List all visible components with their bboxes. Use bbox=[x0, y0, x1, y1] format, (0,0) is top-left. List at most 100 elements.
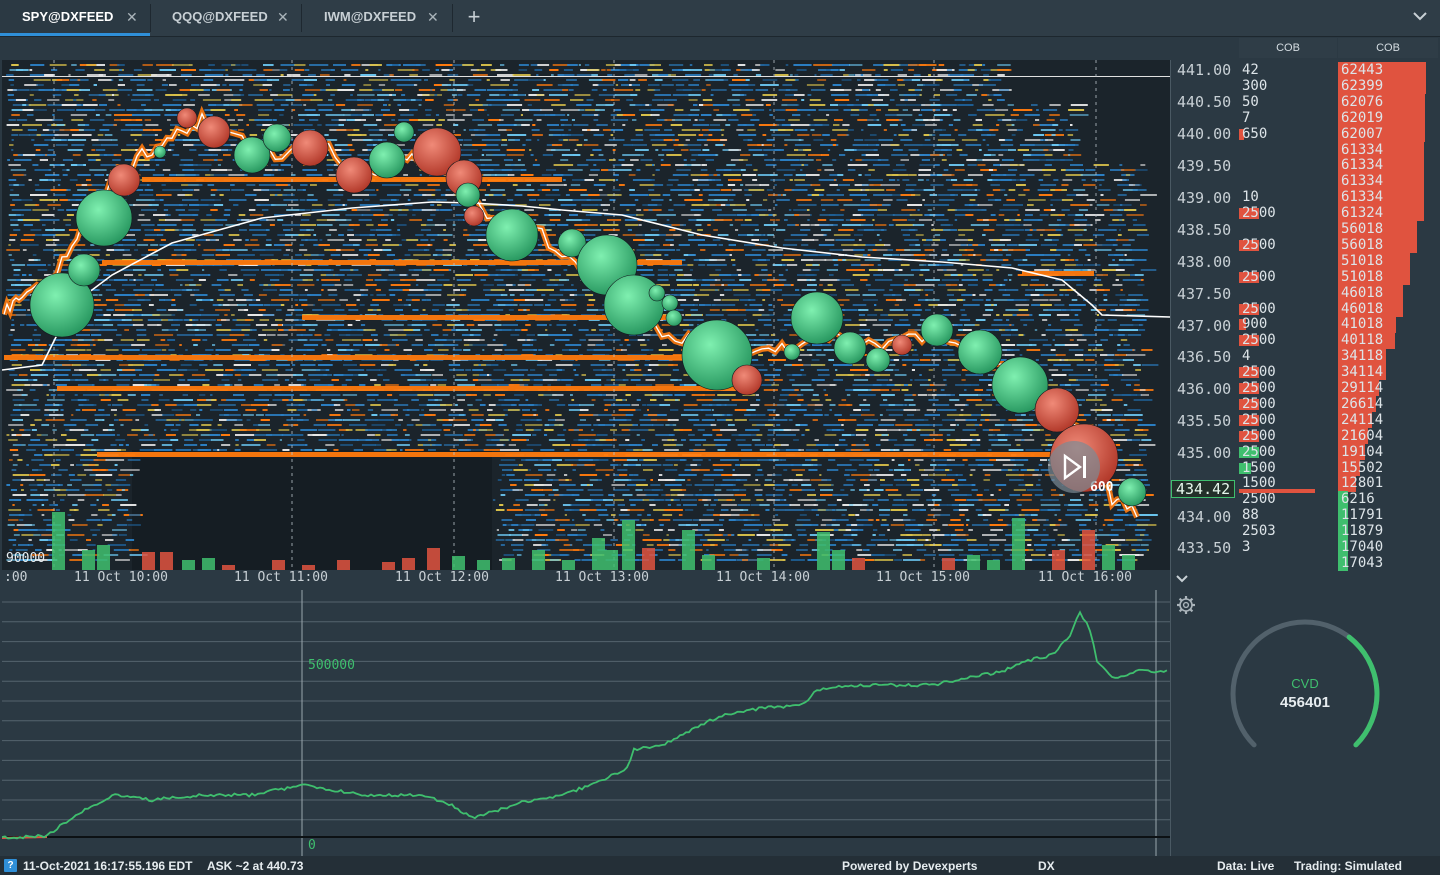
cob-size-bar bbox=[1239, 398, 1259, 410]
price-label: 440.50 bbox=[1177, 93, 1232, 111]
cvd-chart-pane[interactable]: 500000 0 bbox=[2, 590, 1170, 856]
buy-bubble bbox=[75, 189, 133, 247]
cob-size-cell: 50 bbox=[1242, 93, 1259, 110]
buy-volume-bar bbox=[532, 550, 545, 572]
time-label: 11 Oct 10:00 bbox=[74, 570, 168, 585]
buy-bubble bbox=[153, 145, 167, 159]
heatmap-chart[interactable]: 600 90000 bbox=[2, 60, 1170, 572]
price-label: 436.00 bbox=[1177, 380, 1232, 398]
buy-volume-bar bbox=[967, 555, 980, 572]
cob-current-level-bar bbox=[1239, 489, 1315, 493]
close-icon[interactable]: ✕ bbox=[277, 9, 289, 25]
sell-volume-bar bbox=[272, 560, 285, 572]
sell-bubble bbox=[891, 334, 913, 356]
cob-cumulative-bar bbox=[1338, 539, 1348, 556]
play-pause-icon[interactable] bbox=[1048, 441, 1100, 493]
tab-divider bbox=[301, 4, 302, 32]
cob-cumulative-cell: 40118 bbox=[1341, 332, 1384, 349]
sell-bubble bbox=[107, 163, 141, 197]
status-bar: ? 11-Oct-2021 16:17:55.196 EDT ASK ~2 at… bbox=[0, 856, 1440, 875]
price-axis[interactable]: 441.00 440.50 440.00 439.50 439.00 438.5… bbox=[1170, 60, 1239, 572]
volume-histogram bbox=[52, 512, 1135, 572]
cob-cumulative-cell: 61334 bbox=[1341, 189, 1384, 206]
cob-cumulative-bar bbox=[1338, 523, 1348, 540]
cob-cumulative-cell: 6216 bbox=[1341, 491, 1375, 508]
sell-volume-bar bbox=[1052, 550, 1065, 572]
price-label: 440.00 bbox=[1177, 125, 1232, 143]
cob-header-right: COB bbox=[1338, 38, 1438, 58]
buy-volume-bar bbox=[1012, 518, 1025, 572]
cob-size-bar bbox=[1239, 239, 1259, 251]
buy-volume-bar bbox=[82, 550, 95, 572]
status-ask: ASK ~2 at 440.73 bbox=[207, 859, 304, 873]
cob-cumulative-cell: 61334 bbox=[1341, 157, 1384, 174]
cob-cumulative-bar bbox=[1338, 427, 1369, 445]
cob-size-cell: 88 bbox=[1242, 507, 1259, 524]
buy-bubble bbox=[648, 284, 666, 302]
cob-cumulative-bar bbox=[1338, 236, 1417, 254]
chevron-down-icon[interactable] bbox=[1175, 572, 1197, 588]
buy-volume-bar bbox=[817, 532, 830, 572]
buy-bubble bbox=[1117, 477, 1147, 507]
vwap-line bbox=[2, 201, 1170, 371]
cvd-line bbox=[2, 610, 1168, 840]
price-label: 437.50 bbox=[1177, 285, 1232, 303]
sell-bubble bbox=[291, 129, 329, 167]
cob-size-bar bbox=[1239, 271, 1259, 283]
sell-bubble bbox=[197, 115, 231, 149]
chevron-down-icon[interactable] bbox=[1408, 4, 1432, 30]
buy-volume-bar bbox=[182, 560, 195, 572]
price-label: 435.00 bbox=[1177, 444, 1232, 462]
cob-cumulative-cell: 26614 bbox=[1341, 395, 1384, 412]
sell-volume-bar bbox=[302, 565, 315, 572]
help-icon[interactable]: ? bbox=[4, 859, 17, 872]
sell-volume-bar bbox=[402, 558, 415, 572]
cob-cumulative-bar bbox=[1338, 507, 1348, 524]
cob-cumulative-bar bbox=[1338, 491, 1348, 508]
time-label: 11 Oct 14:00 bbox=[716, 570, 810, 585]
tab-qqq[interactable]: QQQ@DXFEED ✕ bbox=[151, 0, 301, 34]
add-tab-button[interactable]: + bbox=[467, 4, 481, 29]
tab-divider bbox=[452, 4, 453, 32]
cob-size-cell: 3 bbox=[1242, 539, 1251, 555]
buy-volume-bar bbox=[1122, 555, 1135, 572]
cob-cumulative-cell: 56018 bbox=[1341, 236, 1384, 253]
cob-cumulative-bar bbox=[1338, 62, 1426, 79]
time-label: 11 Oct 12:00 bbox=[395, 570, 489, 585]
buy-volume-bar bbox=[622, 520, 635, 572]
cob-size-cell: 2500 bbox=[1242, 364, 1276, 381]
cob-cumulative-bar bbox=[1338, 364, 1387, 381]
cob-cumulative-bar bbox=[1338, 221, 1417, 238]
tab-spy[interactable]: SPY@DXFEED ✕ bbox=[0, 0, 150, 36]
close-icon[interactable]: ✕ bbox=[126, 9, 138, 25]
cob-size-cell: 4 bbox=[1242, 348, 1251, 365]
cob-cumulative-bar bbox=[1338, 443, 1365, 460]
cob-cumulative-bar bbox=[1338, 475, 1357, 492]
cob-size-cell: 2500 bbox=[1242, 491, 1276, 508]
data-status: Data: Live bbox=[1217, 859, 1275, 873]
cob-size-cell: 300 bbox=[1242, 77, 1268, 94]
gear-icon[interactable] bbox=[1175, 594, 1197, 616]
cob-cumulative-bar bbox=[1338, 316, 1396, 333]
gauge-value: 456401 bbox=[1279, 694, 1331, 711]
cob-size-cell: 2500 bbox=[1242, 236, 1276, 253]
buy-bubble bbox=[833, 331, 867, 365]
sell-volume-bar bbox=[382, 562, 395, 572]
chart-top-line bbox=[2, 76, 1170, 77]
cob-cumulative-cell: 51018 bbox=[1341, 252, 1384, 269]
cob-cumulative-cell: 62443 bbox=[1341, 62, 1384, 78]
cob-cumulative-column: 62443 62399 62076 62019 62007 61334 61334 61334… bbox=[1338, 60, 1438, 572]
cob-size-cell: 650 bbox=[1242, 125, 1268, 142]
cob-cumulative-cell: 62007 bbox=[1341, 125, 1384, 142]
sell-volume-bar bbox=[642, 548, 655, 572]
cob-cumulative-cell: 62076 bbox=[1341, 93, 1384, 110]
time-label: 11 Oct 13:00 bbox=[555, 570, 649, 585]
close-icon[interactable]: ✕ bbox=[427, 9, 439, 25]
tab-iwm[interactable]: IWM@DXFEED ✕ bbox=[302, 0, 452, 34]
cob-cumulative-bar bbox=[1338, 411, 1372, 429]
trading-status[interactable]: Trading: Simulated bbox=[1294, 859, 1403, 873]
buy-bubble bbox=[557, 228, 587, 258]
cob-cumulative-bar bbox=[1338, 125, 1426, 142]
buy-volume-bar bbox=[502, 558, 515, 572]
buy-volume-bar bbox=[97, 545, 110, 572]
